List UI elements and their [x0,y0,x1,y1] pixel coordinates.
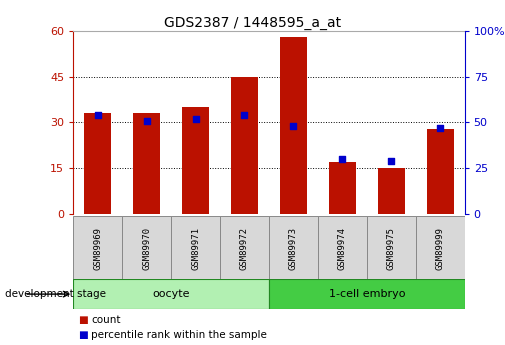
Text: GSM89999: GSM89999 [436,227,444,270]
Text: percentile rank within the sample: percentile rank within the sample [91,330,267,339]
Bar [416,216,465,281]
Point [142,118,150,124]
Bar [84,113,111,214]
Bar [133,113,160,214]
Bar [171,216,220,281]
Bar [280,37,307,214]
Bar [269,279,465,309]
Text: GSM89970: GSM89970 [142,227,151,270]
Point [240,112,248,118]
Text: 1-cell embryo: 1-cell embryo [329,289,405,299]
Text: GSM89975: GSM89975 [387,227,396,270]
Bar [378,168,405,214]
Text: GSM89974: GSM89974 [338,227,347,270]
Text: GDS2387 / 1448595_a_at: GDS2387 / 1448595_a_at [164,16,341,30]
Text: GSM89973: GSM89973 [289,227,298,270]
Bar [220,216,269,281]
Bar [73,216,122,281]
Text: GSM89971: GSM89971 [191,227,200,270]
Text: GSM89972: GSM89972 [240,227,249,270]
Bar [182,107,209,214]
Bar [122,216,171,281]
Bar [73,279,269,309]
Point [338,156,346,162]
Bar [231,77,258,214]
Bar [367,216,416,281]
Text: GSM89969: GSM89969 [93,227,102,270]
Text: ■: ■ [78,315,88,325]
Point [191,116,199,121]
Text: ■: ■ [78,330,88,339]
Text: count: count [91,315,120,325]
Text: oocyte: oocyte [153,289,190,299]
Bar [269,216,318,281]
Bar [329,162,356,214]
Point [436,125,444,131]
Point [93,112,102,118]
Bar [427,129,453,214]
Text: development stage: development stage [5,289,106,299]
Point [289,124,297,129]
Bar [318,216,367,281]
Point [387,158,395,164]
